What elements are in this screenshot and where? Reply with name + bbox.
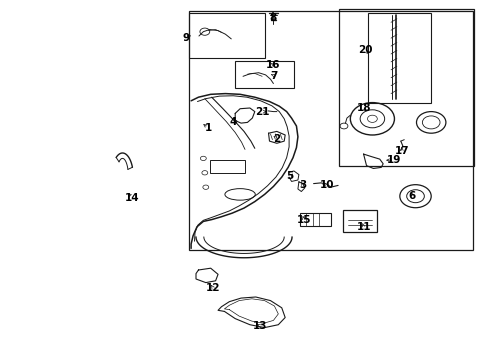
Text: 14: 14	[125, 193, 140, 203]
Bar	[368, 13, 431, 103]
Text: 12: 12	[206, 283, 220, 293]
Text: 21: 21	[255, 107, 270, 117]
Bar	[343, 210, 377, 232]
Text: 15: 15	[296, 215, 311, 225]
Bar	[235, 61, 294, 88]
Text: 20: 20	[358, 45, 372, 55]
Text: 13: 13	[252, 321, 267, 331]
Text: 7: 7	[270, 71, 278, 81]
Text: 18: 18	[356, 103, 371, 113]
Text: 6: 6	[408, 191, 415, 201]
Text: 10: 10	[320, 180, 335, 190]
Bar	[339, 9, 474, 166]
Text: 3: 3	[299, 180, 306, 190]
Text: 19: 19	[387, 155, 402, 165]
Bar	[210, 160, 245, 173]
Text: 11: 11	[356, 222, 371, 232]
Text: 4: 4	[229, 117, 237, 127]
Text: 2: 2	[273, 134, 280, 144]
Text: 8: 8	[270, 13, 277, 23]
Bar	[300, 213, 331, 226]
Text: 16: 16	[266, 60, 281, 70]
Bar	[189, 11, 473, 250]
Text: 17: 17	[394, 146, 409, 156]
Text: 5: 5	[287, 171, 294, 181]
Bar	[189, 13, 265, 58]
Text: 1: 1	[205, 123, 212, 133]
Text: 9: 9	[183, 33, 190, 43]
